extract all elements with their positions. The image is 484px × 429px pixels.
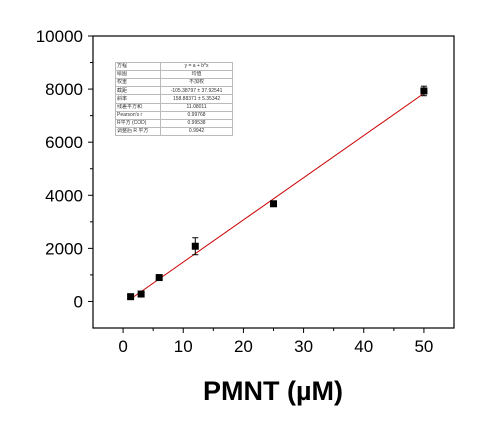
data-point bbox=[127, 293, 135, 301]
x-tick-label: 40 bbox=[354, 337, 373, 356]
y-tick-label: 4000 bbox=[45, 186, 83, 205]
fit-table-value: 158.88371 ± 5.35342 bbox=[160, 94, 233, 104]
y-tick-label: 0 bbox=[74, 292, 83, 311]
x-tick-label: 20 bbox=[234, 337, 253, 356]
data-point bbox=[191, 242, 199, 250]
fit-table-label: 斜率 bbox=[114, 94, 162, 104]
fit-table-row: 调整后 R 平方 0.9942 bbox=[114, 126, 233, 137]
y-tick-label: 10000 bbox=[36, 27, 83, 46]
fit-table-label: R平方 (COD) bbox=[114, 118, 162, 128]
fit-table-row: Pearson's r 0.99768 bbox=[114, 110, 233, 120]
x-tick-label: 0 bbox=[118, 337, 127, 356]
fit-table-row: 斜率 158.88371 ± 5.35342 bbox=[114, 94, 233, 104]
data-point bbox=[420, 87, 428, 95]
y-tick-label: 8000 bbox=[45, 80, 83, 99]
fit-table-label: 权重 bbox=[114, 78, 162, 88]
fit-table-value: 0.99768 bbox=[160, 110, 233, 120]
fit-table-label: 调整后 R 平方 bbox=[114, 126, 162, 137]
fit-table-label: 绘图 bbox=[114, 70, 162, 80]
fit-table-row: 残差平方和 11.08011 bbox=[114, 102, 233, 112]
fit-table-row: 权重 不加权 bbox=[114, 78, 233, 88]
fit-table-value: 0.99538 bbox=[160, 118, 233, 128]
fit-table-value: 不加权 bbox=[160, 78, 233, 88]
fit-table-value: 11.08011 bbox=[160, 102, 233, 112]
fit-table-label: 截距 bbox=[114, 86, 162, 96]
fit-table-value: -105.38797 ± 37.92541 bbox=[160, 86, 233, 96]
data-point bbox=[270, 200, 277, 208]
y-tick-label: 6000 bbox=[45, 133, 83, 152]
data-points bbox=[127, 85, 428, 301]
fit-table-row: R平方 (COD) 0.99538 bbox=[114, 118, 233, 128]
fit-table-value: 0.9942 bbox=[160, 126, 233, 137]
fit-table-value: 均值 bbox=[160, 70, 233, 80]
data-point bbox=[137, 290, 145, 298]
x-axis: 0 10 20 30 40 50 bbox=[118, 328, 433, 356]
fit-table-label: 方程 bbox=[114, 61, 162, 72]
y-tick-label: 2000 bbox=[45, 239, 83, 258]
x-tick-label: 10 bbox=[174, 337, 193, 356]
x-tick-label: 50 bbox=[414, 337, 433, 356]
fit-table-value: y = a + b*x bbox=[160, 61, 233, 72]
fit-table-label: 残差平方和 bbox=[114, 102, 162, 112]
fit-table-label: Pearson's r bbox=[114, 110, 162, 120]
x-tick-label: 30 bbox=[294, 337, 313, 356]
fit-table-row: 方程 y = a + b*x bbox=[114, 61, 233, 72]
fit-table-row: 绘图 均值 bbox=[114, 70, 233, 80]
data-point bbox=[155, 274, 163, 282]
fit-results-table: 方程 y = a + b*x 绘图 均值 权重 不加权 截距 -105.38797 ± 37.… bbox=[114, 61, 233, 137]
y-axis: 0 2000 4000 6000 8000 10000 bbox=[36, 27, 93, 311]
x-axis-title: PMNT (µM) bbox=[203, 376, 343, 406]
fit-line bbox=[130, 92, 425, 300]
fit-table-row: 截距 -105.38797 ± 37.92541 bbox=[114, 86, 233, 96]
